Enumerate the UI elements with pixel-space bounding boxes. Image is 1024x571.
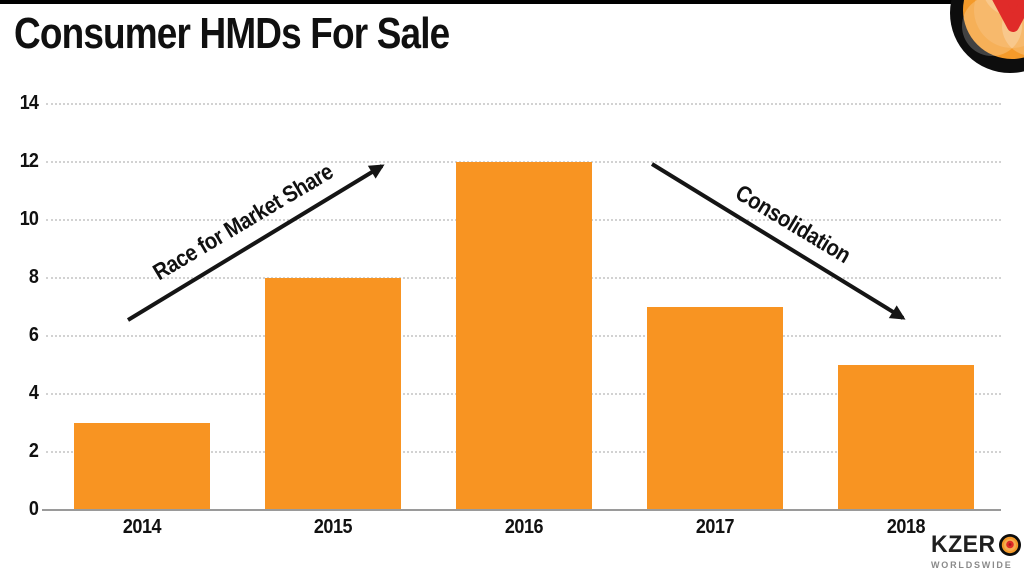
y-tick-label: 2 bbox=[28, 440, 39, 462]
y-tick-label: 8 bbox=[28, 266, 39, 288]
kzero-subtitle: WORLDSWIDE bbox=[931, 560, 1013, 570]
y-tick-label: 14 bbox=[19, 92, 39, 114]
y-tick-label: 12 bbox=[19, 150, 39, 172]
chart-title: Consumer HMDs For Sale bbox=[14, 9, 450, 58]
bar-2015 bbox=[264, 278, 401, 510]
x-axis-line bbox=[42, 509, 1001, 511]
gridline bbox=[46, 103, 1001, 105]
x-tick-label: 2017 bbox=[695, 516, 734, 538]
y-tick-label: 4 bbox=[28, 382, 39, 404]
bar-2014 bbox=[73, 423, 210, 510]
x-tick-label: 2018 bbox=[886, 516, 925, 538]
kzero-wordmark-text: KZER bbox=[931, 531, 996, 558]
x-tick-label: 2015 bbox=[313, 516, 352, 538]
x-tick-label: 2016 bbox=[504, 516, 543, 538]
y-tick-label: 6 bbox=[28, 324, 39, 346]
bar-2017 bbox=[646, 307, 783, 510]
y-tick-label: 0 bbox=[28, 498, 39, 520]
y-tick-label: 10 bbox=[19, 208, 39, 230]
bar-2016 bbox=[455, 162, 592, 510]
kzero-corner-logo-icon bbox=[950, 0, 1024, 73]
kzero-o-icon bbox=[999, 534, 1022, 556]
x-tick-label: 2014 bbox=[122, 516, 161, 538]
kzero-brand: KZER WORLDSWIDE bbox=[931, 531, 1022, 570]
kzero-wordmark: KZER bbox=[931, 531, 1022, 559]
top-border-bar bbox=[0, 0, 1024, 4]
bar-2018 bbox=[837, 365, 974, 510]
